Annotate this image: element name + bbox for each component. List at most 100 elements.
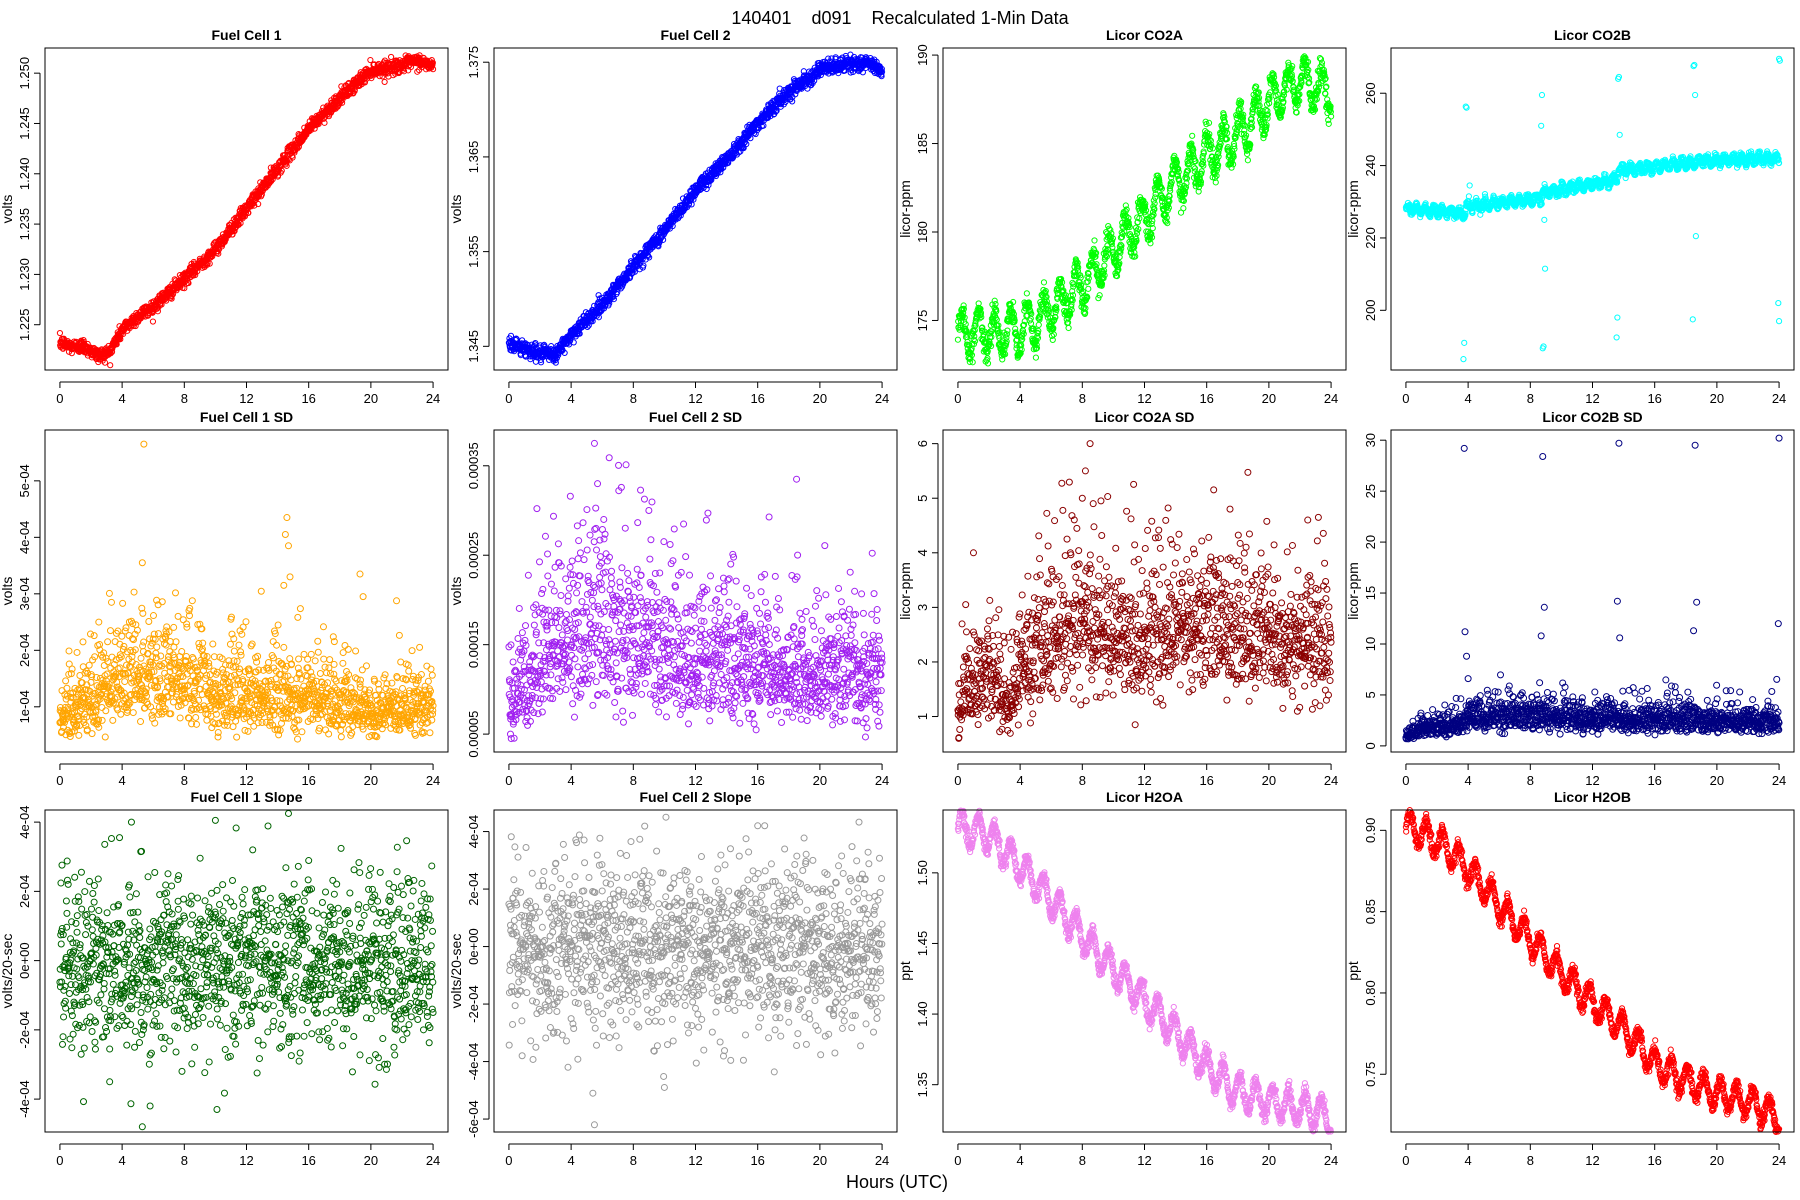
x-tick-label: 4 bbox=[119, 391, 126, 406]
data-point bbox=[113, 341, 120, 348]
data-point bbox=[954, 336, 962, 343]
y-tick-label: 1.245 bbox=[17, 107, 32, 140]
data-point bbox=[101, 359, 109, 366]
y-axis-label: volts bbox=[0, 195, 15, 224]
x-tick-label: 16 bbox=[301, 391, 315, 406]
data-point bbox=[130, 322, 137, 330]
y-tick-label: 180 bbox=[915, 221, 930, 243]
data-point bbox=[255, 200, 262, 208]
data-point bbox=[381, 78, 388, 86]
data-point bbox=[1325, 120, 1332, 127]
y-tick-label: 175 bbox=[915, 310, 930, 332]
y-axis: 175 180 185 190 bbox=[915, 44, 939, 332]
y-tick-label: 1.355 bbox=[466, 235, 481, 268]
data-point bbox=[1244, 157, 1251, 164]
data-point bbox=[1065, 324, 1072, 332]
data-point bbox=[231, 227, 238, 235]
x-axis-label: Hours (UTC) bbox=[846, 1172, 948, 1192]
y-tick-label: 185 bbox=[915, 133, 930, 155]
data-point bbox=[241, 213, 249, 220]
data-points bbox=[1402, 55, 1783, 363]
x-tick-label: 24 bbox=[1324, 391, 1338, 406]
x-tick-label: 12 bbox=[1137, 391, 1151, 406]
data-point bbox=[1032, 354, 1040, 361]
data-point bbox=[108, 348, 116, 356]
data-point bbox=[992, 300, 999, 308]
x-tick-label: 0 bbox=[56, 391, 63, 406]
data-point bbox=[1040, 279, 1048, 286]
data-point bbox=[154, 305, 161, 312]
data-point bbox=[278, 167, 285, 174]
y-tick-label: 1.230 bbox=[17, 258, 32, 291]
data-point bbox=[1189, 132, 1196, 139]
data-points bbox=[56, 52, 437, 369]
data-point bbox=[107, 362, 114, 369]
figure-title: 140401 d091 Recalculated 1-Min Data bbox=[731, 8, 1069, 28]
data-point bbox=[245, 209, 252, 217]
panel-title: Licor CO2A bbox=[1106, 27, 1183, 43]
data-point bbox=[1085, 285, 1092, 292]
data-point bbox=[258, 191, 265, 198]
plot-frame bbox=[493, 47, 898, 371]
y-axis: 1.225 1.230 1.235 1.240 1.245 1.250 bbox=[17, 57, 41, 341]
data-point bbox=[163, 297, 170, 304]
x-tick-label: 4 bbox=[1017, 391, 1024, 406]
y-tick-label: 1.240 bbox=[17, 158, 32, 191]
y-axis-label: licor-ppm bbox=[1345, 180, 1361, 238]
panel-title: Licor CO2B bbox=[1554, 27, 1631, 43]
data-point bbox=[206, 260, 213, 267]
data-point bbox=[1180, 205, 1187, 212]
x-tick-label: 20 bbox=[813, 391, 827, 406]
x-tick-label: 8 bbox=[630, 391, 637, 406]
x-tick-label: 16 bbox=[750, 391, 764, 406]
x-tick-label: 16 bbox=[1199, 391, 1213, 406]
y-axis-label: licor-ppm bbox=[897, 180, 913, 238]
data-points bbox=[954, 53, 1335, 367]
y-tick-label: 1.375 bbox=[466, 46, 481, 79]
data-point bbox=[235, 221, 242, 228]
panel-title: Fuel Cell 1 bbox=[211, 27, 281, 43]
y-tick-label: 1.225 bbox=[17, 308, 32, 341]
x-tick-label: 4 bbox=[568, 391, 575, 406]
data-points bbox=[505, 51, 886, 366]
y-axis: 1.345 1.355 1.365 1.375 bbox=[466, 46, 490, 363]
x-tick-label: 20 bbox=[1262, 391, 1276, 406]
x-axis: 0 4 8 12 16 20 24 bbox=[505, 381, 889, 406]
data-point bbox=[269, 176, 276, 183]
x-axis: 0 4 8 12 16 20 24 bbox=[56, 381, 440, 406]
data-point bbox=[209, 253, 216, 260]
x-tick-label: 0 bbox=[954, 391, 961, 406]
x-tick-label: 12 bbox=[688, 391, 702, 406]
x-tick-label: 24 bbox=[875, 391, 889, 406]
y-tick-label: 190 bbox=[915, 44, 930, 66]
data-point bbox=[117, 336, 124, 343]
data-point bbox=[154, 308, 161, 315]
data-point bbox=[1023, 290, 1030, 297]
y-axis-label: volts bbox=[448, 195, 464, 224]
x-tick-label: 8 bbox=[181, 391, 188, 406]
y-tick-label: 1.365 bbox=[466, 141, 481, 174]
data-point bbox=[215, 250, 222, 257]
data-point bbox=[168, 295, 175, 302]
data-point bbox=[56, 329, 64, 337]
panel-title: Fuel Cell 2 bbox=[660, 27, 730, 43]
y-tick-label: 1.345 bbox=[466, 330, 481, 363]
data-point bbox=[1091, 237, 1098, 244]
y-tick-label: 1.235 bbox=[17, 208, 32, 241]
data-point bbox=[1035, 321, 1042, 328]
y-tick-label: 1.250 bbox=[17, 57, 32, 90]
data-point bbox=[149, 318, 157, 325]
x-tick-label: 20 bbox=[364, 391, 378, 406]
data-point bbox=[1101, 262, 1108, 269]
x-tick-label: 12 bbox=[239, 391, 253, 406]
x-tick-label: 8 bbox=[1079, 391, 1086, 406]
data-point bbox=[387, 53, 395, 61]
x-axis: 0 4 8 12 16 20 24 bbox=[954, 381, 1338, 406]
x-tick-label: 0 bbox=[505, 391, 512, 406]
